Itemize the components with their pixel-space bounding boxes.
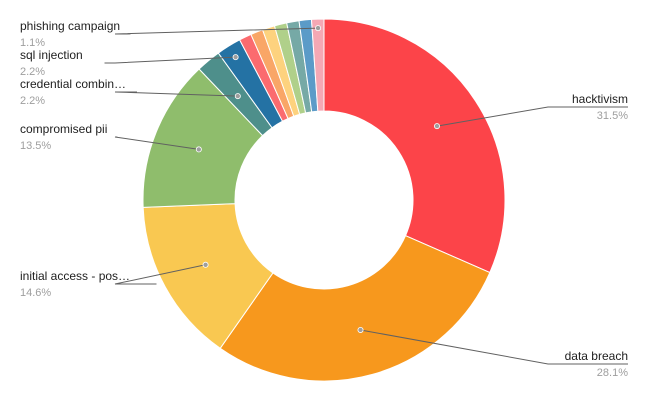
label-sql-injection: sql injection — [20, 48, 83, 62]
slice-hacktivism — [323, 18, 506, 274]
slice-labels: hacktivism 31.5% data breach 28.1% initial a… — [20, 19, 628, 379]
leader-line-initial-access-pos — [114, 264, 206, 285]
percent-compromised-pii: 13.5% — [20, 140, 51, 152]
leader-dot-hacktivism — [433, 123, 440, 130]
leader-dot-credential-combin — [234, 93, 241, 100]
leader-line-hacktivism — [436, 106, 628, 127]
slice-data-breach — [219, 235, 491, 382]
leader-line-compromised-pii — [114, 136, 199, 150]
percent-sql-injection: 2.2% — [20, 66, 45, 78]
leader-dot-compromised-pii — [195, 146, 202, 153]
percent-credential-combin: 2.2% — [20, 95, 45, 107]
leader-dot-data-breach — [357, 326, 364, 333]
slice-phishing-campaign — [310, 18, 325, 112]
leader-dot-sql-injection — [232, 54, 239, 61]
leader-dot-initial-access-pos — [202, 261, 209, 268]
percent-initial-access-pos: 14.6% — [20, 287, 51, 299]
leader-line-phishing-campaign — [114, 27, 319, 35]
percent-phishing-campaign: 1.1% — [20, 37, 45, 49]
label-hacktivism: hacktivism — [572, 92, 628, 106]
label-initial-access-pos: initial access - pos… — [20, 269, 130, 283]
leader-dot-phishing-campaign — [315, 25, 322, 32]
label-data-breach: data breach — [565, 349, 628, 363]
percent-hacktivism: 31.5% — [597, 110, 628, 122]
percent-data-breach: 28.1% — [597, 367, 628, 379]
leader-line-credential-combin — [114, 91, 238, 97]
label-credential-combin: credential combin… — [20, 77, 126, 91]
leader-line-data-breach — [360, 329, 628, 365]
label-phishing-campaign: phishing campaign — [20, 19, 120, 33]
label-compromised-pii: compromised pii — [20, 122, 107, 136]
leader-line-sql-injection — [104, 56, 236, 64]
donut-slices — [142, 18, 506, 382]
